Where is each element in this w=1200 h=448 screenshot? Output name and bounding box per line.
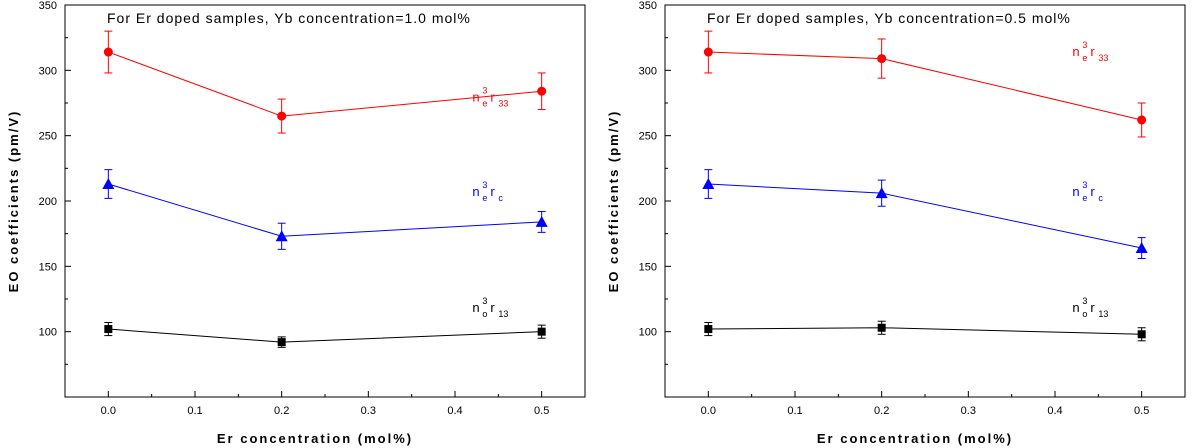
series-label-part: n	[472, 90, 479, 105]
series-label-part: n	[1072, 184, 1079, 199]
y-tick-label: 300	[639, 65, 657, 77]
series-label-part: e	[482, 193, 487, 203]
series-label-part: 33	[498, 99, 508, 109]
data-point	[103, 47, 113, 57]
plot-frame	[664, 4, 1186, 398]
series-label-part: n	[472, 300, 479, 315]
series-label-part: e	[1082, 53, 1087, 63]
x-tick-label: 0.5	[1134, 405, 1149, 417]
y-tick-label: 350	[39, 0, 57, 12]
series-label-part: r	[490, 300, 495, 315]
series-line-no3r13	[108, 328, 542, 343]
data-point	[875, 187, 888, 199]
x-tick-label: 0.1	[787, 405, 802, 417]
series-label-part: c	[498, 193, 503, 203]
data-point	[703, 47, 713, 57]
series-line-ne3r33	[108, 51, 542, 117]
series-label-part: e	[482, 99, 487, 109]
chart-left: 100 150 200 250 300 350 0.0 0.1 0.2 0.3 0.4 0.5 For …	[6, 0, 586, 446]
data-point	[277, 111, 287, 121]
series-label-part: 3	[1082, 40, 1087, 50]
data-point	[277, 338, 286, 347]
data-point	[535, 215, 548, 227]
series-label-part: 3	[482, 296, 487, 306]
x-tick-label: 0.3	[961, 405, 976, 417]
series-label-part: c	[1098, 193, 1103, 203]
data-point	[704, 325, 713, 334]
x-tick-label: 0.0	[701, 405, 716, 417]
x-tick-label: 0.5	[534, 405, 549, 417]
plot-frame	[64, 4, 586, 398]
series-label-part: 13	[1098, 309, 1108, 319]
y-tick-label: 150	[39, 261, 57, 273]
y-tick-label: 350	[639, 0, 657, 12]
y-tick-label: 150	[639, 261, 657, 273]
x-tick-label: 0.2	[874, 405, 889, 417]
data-point	[537, 327, 546, 336]
data-point	[702, 178, 715, 190]
x-tick-label: 0.1	[187, 405, 202, 417]
series-label-part: n	[1072, 44, 1079, 59]
y-axis-label: EO coefficients (pm/V)	[606, 110, 621, 293]
y-tick-label: 250	[39, 131, 57, 143]
chart-right: 100 150 200 250 300 350 0.0 0.1 0.2 0.3 0.4 0.5 For …	[606, 0, 1186, 446]
x-tick-label: 0.3	[361, 405, 376, 417]
y-tick-label: 200	[639, 196, 657, 208]
data-point	[1135, 242, 1148, 254]
y-tick-label: 250	[639, 131, 657, 143]
series-label-ne3rc: n 3 e r c	[472, 180, 503, 203]
series-label-part: 13	[498, 309, 508, 319]
chart-title: For Er doped samples, Yb concentration=0…	[707, 10, 1071, 26]
series-label-part: n	[1072, 300, 1079, 315]
data-point	[877, 54, 887, 64]
x-axis-label: Er concentration (mol%)	[217, 431, 413, 446]
series-label-part: 33	[1098, 53, 1108, 63]
data-point	[102, 178, 115, 190]
y-tick-label: 200	[39, 196, 57, 208]
series-line-no3r13	[708, 327, 1142, 335]
series-label-part: n	[472, 184, 479, 199]
x-tick-label: 0.0	[101, 405, 116, 417]
series-label-part: o	[482, 309, 487, 319]
series-label-part: o	[1082, 309, 1087, 319]
data-point	[104, 325, 113, 334]
series-label-part: 3	[482, 180, 487, 190]
series-label-part: 3	[1082, 296, 1087, 306]
series-label-part: 3	[482, 86, 487, 96]
chart-title: For Er doped samples, Yb concentration=1…	[107, 10, 471, 26]
data-point	[1137, 115, 1147, 125]
series-label-part: 3	[1082, 180, 1087, 190]
y-tick-label: 100	[639, 327, 657, 339]
y-axis-label: EO coefficients (pm/V)	[6, 110, 21, 293]
x-tick-label: 0.4	[447, 405, 462, 417]
series-label-no3r13: n 3 o r 13	[472, 296, 508, 319]
data-point	[1137, 330, 1146, 339]
y-tick-label: 100	[39, 327, 57, 339]
data-point	[877, 323, 886, 332]
x-tick-label: 0.4	[1047, 405, 1062, 417]
series-label-part: r	[1090, 184, 1095, 199]
series-line-ne3r33	[708, 51, 1142, 121]
series-label-part: r	[1090, 44, 1095, 59]
series-label-part: r	[490, 184, 495, 199]
data-point	[537, 86, 547, 96]
data-point	[275, 230, 288, 242]
series-label-part: e	[1082, 193, 1087, 203]
series-label-ne3r33: n 3 e r 33	[472, 86, 508, 109]
series-label-part: r	[490, 90, 495, 105]
y-tick-label: 300	[39, 65, 57, 77]
series-label-part: r	[1090, 300, 1095, 315]
series-label-no3r13: n 3 o r 13	[1072, 296, 1108, 319]
series-label-ne3r33: n 3 e r 33	[1072, 40, 1108, 63]
series-label-ne3rc: n 3 e r c	[1072, 180, 1103, 203]
x-tick-label: 0.2	[274, 405, 289, 417]
x-axis-label: Er concentration (mol%)	[817, 431, 1013, 446]
